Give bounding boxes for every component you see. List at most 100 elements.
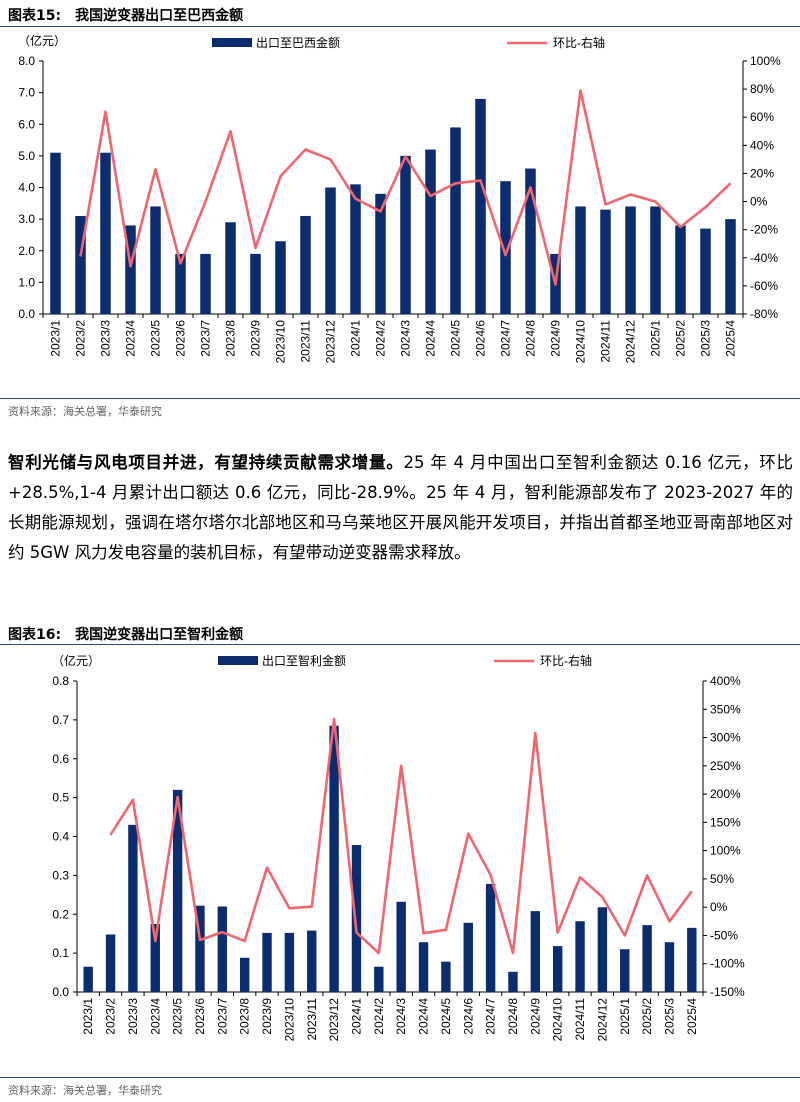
- bar: [642, 925, 652, 992]
- x-tick-label: 2025/2: [640, 998, 654, 1035]
- legend-bar-label: 出口至智利金额: [262, 653, 346, 668]
- x-tick-label: 2023/7: [199, 320, 213, 357]
- x-tick-label: 2024/7: [484, 998, 498, 1035]
- x-tick-label: 2023/9: [249, 320, 263, 357]
- bar: [225, 222, 236, 314]
- x-tick-label: 2024/5: [449, 320, 463, 357]
- bar: [100, 152, 111, 314]
- x-tick-label: 2024/5: [439, 998, 453, 1035]
- right-tick-label: -60%: [750, 279, 778, 293]
- right-tick-label: -20%: [750, 223, 778, 237]
- left-tick-label: 0.2: [52, 907, 69, 921]
- bar: [83, 966, 93, 992]
- left-tick-label: 1.0: [18, 275, 35, 289]
- legend-line-label: 环比-右轴: [540, 653, 592, 668]
- legend-line-label: 环比-右轴: [553, 35, 605, 50]
- bar: [200, 253, 211, 314]
- bar: [75, 215, 86, 314]
- bar: [530, 911, 541, 992]
- x-tick-label: 2024/8: [524, 320, 538, 357]
- x-tick-label: 2024/12: [595, 998, 609, 1042]
- bar: [150, 923, 160, 992]
- x-tick-label: 2025/4: [685, 998, 699, 1035]
- left-tick-label: 3.0: [18, 212, 35, 226]
- left-tick-label: 4.0: [18, 181, 35, 195]
- bar: [350, 184, 361, 314]
- bar: [239, 957, 250, 992]
- figure-16-title-text: 我国逆变器出口至智利金额: [75, 627, 244, 643]
- x-tick-label: 2023/6: [193, 998, 207, 1035]
- x-tick-label: 2023/8: [224, 320, 238, 357]
- x-tick-label: 2025/1: [649, 320, 663, 357]
- right-tick-label: 150%: [710, 815, 741, 829]
- x-tick-label: 2023/7: [215, 998, 229, 1035]
- bar: [172, 789, 183, 992]
- chart-chile: （亿元） 0.0 0.1 0.2 0.3 0.4 0.5 0.6 0.7 0.8 -150% -100…: [52, 653, 745, 1042]
- figure-15-title-text: 我国逆变器出口至巴西金额: [75, 8, 244, 24]
- x-tick-label: 2023/8: [238, 998, 252, 1035]
- left-tick-label: 2.0: [18, 244, 35, 258]
- figure-16-title: 图表16: 我国逆变器出口至智利金额: [8, 624, 243, 644]
- right-tick-label: 80%: [750, 82, 774, 96]
- chart-brazil: （亿元） 0.0 1.0 2.0 3.0 4.0 5.0 6.0 7.0 8.0 -80% -60% -…: [18, 33, 781, 364]
- left-tick-label: 7.0: [18, 86, 35, 100]
- x-tick-label: 2025/3: [663, 998, 677, 1035]
- x-tick-label: 2025/1: [618, 998, 632, 1035]
- left-tick-label: 0.4: [52, 830, 69, 844]
- right-tick-label: -150%: [710, 985, 745, 999]
- x-tick-label: 2023/4: [124, 320, 138, 357]
- bar: [396, 901, 406, 992]
- bar: [485, 883, 496, 992]
- x-tick-label: 2024/4: [417, 998, 431, 1035]
- x-tick-label: 2024/8: [506, 998, 520, 1035]
- x-tick-label: 2024/7: [499, 320, 513, 357]
- right-tick-label: 20%: [750, 166, 774, 180]
- legend-bar-swatch: [212, 38, 252, 47]
- x-tick-label: 2023/10: [274, 320, 288, 364]
- left-tick-label: 5.0: [18, 149, 35, 163]
- figure-16-source: 资料来源：海关总署，华泰研究: [8, 1084, 162, 1097]
- bar: [575, 921, 585, 992]
- x-tick-label: 2024/11: [599, 320, 613, 363]
- x-tick-label: 2023/2: [104, 998, 118, 1035]
- bar: [525, 168, 536, 314]
- figure-16-label: 图表16:: [8, 627, 62, 643]
- bar: [300, 215, 311, 314]
- x-tick-label: 2024/10: [551, 998, 565, 1042]
- x-tick-label: 2023/3: [99, 320, 113, 357]
- left-tick-label: 0.1: [52, 946, 69, 960]
- mom-line: [109, 717, 693, 955]
- left-tick-label: 0.3: [52, 868, 69, 882]
- x-tick-label: 2024/2: [372, 998, 386, 1035]
- x-tick-label: 2023/11: [299, 320, 313, 363]
- bar: [500, 181, 511, 314]
- x-tick-label: 2024/9: [549, 320, 563, 357]
- x-tick-label: 2024/6: [474, 320, 488, 357]
- x-tick-label: 2023/12: [327, 998, 341, 1042]
- left-tick-label: 0.5: [52, 791, 69, 805]
- bar: [625, 206, 636, 314]
- figure-15-title: 图表15: 我国逆变器出口至巴西金额: [8, 5, 243, 25]
- x-tick-label: 2023/1: [81, 998, 95, 1035]
- x-tick-label: 2023/12: [324, 320, 338, 364]
- x-tick-label: 2024/9: [528, 998, 542, 1035]
- y-unit-label: （亿元）: [18, 33, 66, 48]
- bar: [307, 930, 317, 992]
- legend-bar-swatch: [218, 656, 258, 665]
- bar: [125, 225, 136, 314]
- left-tick-label: 0.8: [52, 674, 69, 688]
- x-tick-label: 2023/2: [74, 320, 88, 357]
- bar: [50, 152, 61, 314]
- x-tick-label: 2024/6: [461, 998, 475, 1035]
- bar: [441, 961, 451, 992]
- right-tick-label: 40%: [750, 138, 774, 152]
- x-tick-label: 2024/3: [394, 998, 408, 1035]
- bar: [351, 845, 362, 992]
- x-tick-label: 2024/1: [350, 998, 364, 1035]
- bar: [150, 206, 161, 314]
- right-tick-label: 300%: [710, 731, 741, 745]
- right-tick-label: 0%: [710, 900, 728, 914]
- bar: [329, 725, 339, 992]
- figure-15-label: 图表15:: [8, 8, 62, 24]
- right-tick-label: 250%: [710, 759, 741, 773]
